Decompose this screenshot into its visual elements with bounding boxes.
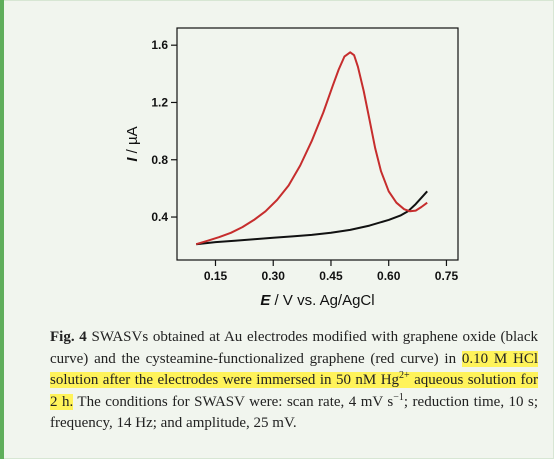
caption-text-1: SWASVs obtained at Au electrodes modifie… [50,329,538,367]
x-tick-label: 0.60 [377,269,401,283]
red-curve [195,51,428,246]
x-axis-title: E / V vs. Ag/AgCl [260,292,374,309]
x-tick-label: 0.45 [319,269,343,283]
y-tick-label: 0.4 [151,210,168,224]
caption-highlight-end: aqueous solution for 2 h. [50,372,538,410]
figure-caption: Fig. 4 SWASVs obtained at Au electrodes … [50,327,539,435]
caption-text-3: ; reduction time, 10 s; frequency, 14 Hz… [50,393,539,432]
y-tick-label: 0.8 [151,153,168,167]
y-axis-title: I / µA [124,126,141,161]
figure-label: Fig. 4 [50,329,87,345]
x-tick-label: 0.75 [435,269,459,283]
chart-axes [171,27,459,266]
left-accent-strip [0,0,4,459]
caption-highlight-text: 0.10 M HCl solution after the electrodes… [50,350,539,389]
caption-text-2: The conditions for SWASV were: scan rate… [73,393,394,410]
y-tick-label: 1.2 [151,95,168,109]
caption-highlight-superscript: 2+ [399,370,410,381]
black-curve [196,190,428,246]
x-tick-label: 0.30 [262,269,286,283]
chart-labels: 0.15 0.30 0.45 0.60 0.75 0.4 0.8 1.2 1.6 [151,38,458,283]
chart-series [195,51,428,246]
swasv-chart: 0.15 0.30 0.45 0.60 0.75 0.4 0.8 1.2 1.6 E / V v… [124,27,459,309]
caption-superscript: −1 [393,391,404,403]
plot-frame [176,27,459,261]
y-tick-label: 1.6 [151,38,168,52]
x-tick-label: 0.15 [204,269,228,283]
